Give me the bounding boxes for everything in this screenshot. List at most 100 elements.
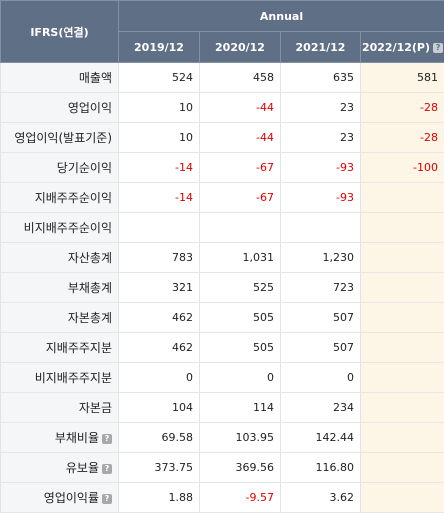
table-cell: 23	[281, 93, 361, 123]
help-icon[interactable]: ?	[102, 494, 112, 504]
table-cell: -93	[281, 153, 361, 183]
table-cell: 369.56	[200, 453, 281, 483]
table-cell: -100	[361, 153, 444, 183]
table-row: 지배주주지분 462 505 507	[1, 333, 444, 363]
table-cell: 114	[200, 393, 281, 423]
table-cell: 104	[119, 393, 200, 423]
row-label: 비지배주주순이익	[1, 213, 119, 243]
table-row: 비지배주주순이익	[1, 213, 444, 243]
table-cell: 524	[119, 63, 200, 93]
table-cell: 507	[281, 303, 361, 333]
table-row: 자본총계 462 505 507	[1, 303, 444, 333]
table-cell: 373.75	[119, 453, 200, 483]
row-label: 비지배주주지분	[1, 363, 119, 393]
row-label: 영업이익(발표기준)	[1, 123, 119, 153]
year-header-2022-label: 2022/12(P)	[362, 41, 430, 54]
table-cell: 69.58	[119, 423, 200, 453]
row-label: 자본총계	[1, 303, 119, 333]
table-cell: 1.88	[119, 483, 200, 513]
table-cell: 10	[119, 123, 200, 153]
table-cell	[361, 393, 444, 423]
table-cell	[361, 303, 444, 333]
table-row: 비지배주주지분 0 0 0	[1, 363, 444, 393]
help-icon[interactable]: ?	[102, 464, 112, 474]
table-cell: -14	[119, 153, 200, 183]
table-cell: 458	[200, 63, 281, 93]
table-cell	[361, 483, 444, 513]
table-cell: 116.80	[281, 453, 361, 483]
table-cell: -14	[119, 183, 200, 213]
row-label: 영업이익률	[44, 491, 99, 505]
row-label: 자산총계	[1, 243, 119, 273]
row-label: 매출액	[1, 63, 119, 93]
row-label: 당기순이익	[1, 153, 119, 183]
table-cell	[361, 243, 444, 273]
table-row: 자산총계 783 1,031 1,230	[1, 243, 444, 273]
table-cell	[361, 423, 444, 453]
table-cell	[361, 273, 444, 303]
table-cell: 23	[281, 123, 361, 153]
table-cell	[361, 363, 444, 393]
table-row: 부채비율? 69.58 103.95 142.44	[1, 423, 444, 453]
table-row: 매출액 524 458 635 581	[1, 63, 444, 93]
table-cell: 3.62	[281, 483, 361, 513]
row-label-with-help: 유보율?	[1, 453, 119, 483]
table-row: 지배주주순이익 -14 -67 -93	[1, 183, 444, 213]
table-cell	[361, 453, 444, 483]
table-cell: 142.44	[281, 423, 361, 453]
table-cell: 1,230	[281, 243, 361, 273]
help-icon[interactable]: ?	[102, 434, 112, 444]
table-cell: -44	[200, 123, 281, 153]
table-cell	[119, 213, 200, 243]
row-label: 지배주주지분	[1, 333, 119, 363]
table-cell	[361, 213, 444, 243]
table-cell: -67	[200, 183, 281, 213]
table-cell: -67	[200, 153, 281, 183]
table-cell: 0	[281, 363, 361, 393]
row-label: 유보율	[66, 461, 99, 475]
table-cell: 234	[281, 393, 361, 423]
table-cell: 723	[281, 273, 361, 303]
accounting-standard-header: IFRS(연결)	[1, 1, 119, 63]
table-cell: 505	[200, 333, 281, 363]
row-label: 자본금	[1, 393, 119, 423]
table-row: 부채총계 321 525 723	[1, 273, 444, 303]
table-cell: 635	[281, 63, 361, 93]
year-header-2021: 2021/12	[281, 32, 361, 63]
table-row: 유보율? 373.75 369.56 116.80	[1, 453, 444, 483]
row-label: 부채비율	[55, 431, 99, 445]
table-cell	[281, 213, 361, 243]
table-row: 영업이익 10 -44 23 -28	[1, 93, 444, 123]
table-cell: 505	[200, 303, 281, 333]
table-cell: -28	[361, 93, 444, 123]
table-cell: 462	[119, 303, 200, 333]
table-cell: 783	[119, 243, 200, 273]
table-cell: 1,031	[200, 243, 281, 273]
table-row: 영업이익률? 1.88 -9.57 3.62	[1, 483, 444, 513]
help-icon[interactable]: ?	[433, 43, 443, 53]
annual-group-header: Annual	[119, 1, 444, 32]
year-header-2022-estimate: 2022/12(P)?	[361, 32, 444, 63]
table-cell: 581	[361, 63, 444, 93]
table-row: 당기순이익 -14 -67 -93 -100	[1, 153, 444, 183]
row-label-with-help: 부채비율?	[1, 423, 119, 453]
row-label: 지배주주순이익	[1, 183, 119, 213]
row-label-with-help: 영업이익률?	[1, 483, 119, 513]
table-cell: 10	[119, 93, 200, 123]
year-header-2019: 2019/12	[119, 32, 200, 63]
table-cell	[200, 213, 281, 243]
table-cell: 0	[200, 363, 281, 393]
table-row: 자본금 104 114 234	[1, 393, 444, 423]
year-header-2020: 2020/12	[200, 32, 281, 63]
row-label: 부채총계	[1, 273, 119, 303]
table-cell: 525	[200, 273, 281, 303]
table-cell	[361, 333, 444, 363]
table-cell: -9.57	[200, 483, 281, 513]
table-cell: -93	[281, 183, 361, 213]
table-cell: 507	[281, 333, 361, 363]
table-cell	[361, 183, 444, 213]
table-cell: 0	[119, 363, 200, 393]
table-cell: 103.95	[200, 423, 281, 453]
table-cell: 321	[119, 273, 200, 303]
